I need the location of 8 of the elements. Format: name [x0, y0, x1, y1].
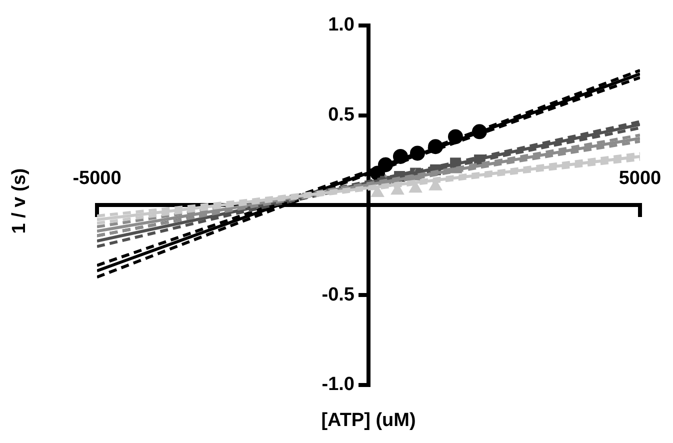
y-tick-label: -0.5: [322, 284, 355, 306]
y-axis-title: 1 / v (s): [9, 167, 31, 236]
x-axis-title: [ATP] (uM): [320, 410, 417, 432]
y-tick-label: -1.0: [322, 374, 354, 396]
x-tick-label: 5000: [618, 168, 662, 189]
y-tick-label: 0.5: [328, 104, 355, 126]
y-tick-label: 1.0: [328, 14, 354, 36]
x-tick-label: -5000: [72, 168, 122, 189]
